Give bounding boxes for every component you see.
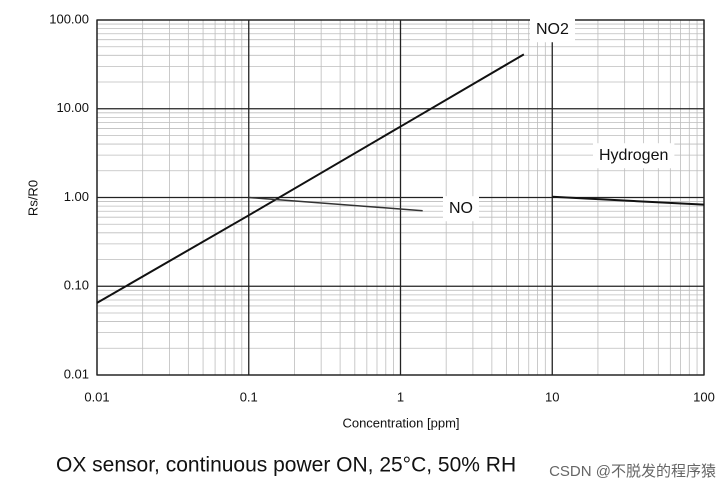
x-tick-label: 1 [397, 389, 404, 404]
x-tick-label: 100 [693, 389, 715, 404]
series-label-bg [593, 143, 675, 169]
y-tick-label: 0.10 [64, 278, 89, 293]
y-tick-label: 10.00 [56, 100, 89, 115]
y-tick-label: 0.01 [64, 366, 89, 381]
series-label: NO [449, 200, 473, 217]
series-line [248, 196, 423, 212]
x-tick-label: 0.01 [84, 389, 109, 404]
series-label-bg [443, 196, 479, 222]
series-label: Hydrogen [599, 147, 668, 164]
series-label: NO2 [536, 21, 569, 38]
plot-frame [96, 19, 705, 376]
x-axis-label: Concentration [ppm] [342, 415, 459, 430]
x-tick-label: 0.1 [240, 389, 258, 404]
series-line [552, 195, 705, 206]
y-tick-label: 100.00 [49, 11, 89, 26]
y-tick-label: 1.00 [64, 189, 89, 204]
series-label-bg [530, 17, 575, 43]
caption: OX sensor, continuous power ON, 25°C, 50… [56, 454, 516, 477]
y-axis-label: Rs/R0 [25, 180, 40, 216]
x-tick-label: 10 [545, 389, 559, 404]
watermark: CSDN @不脱发的程序猿 [549, 463, 716, 480]
series-line [96, 53, 525, 304]
